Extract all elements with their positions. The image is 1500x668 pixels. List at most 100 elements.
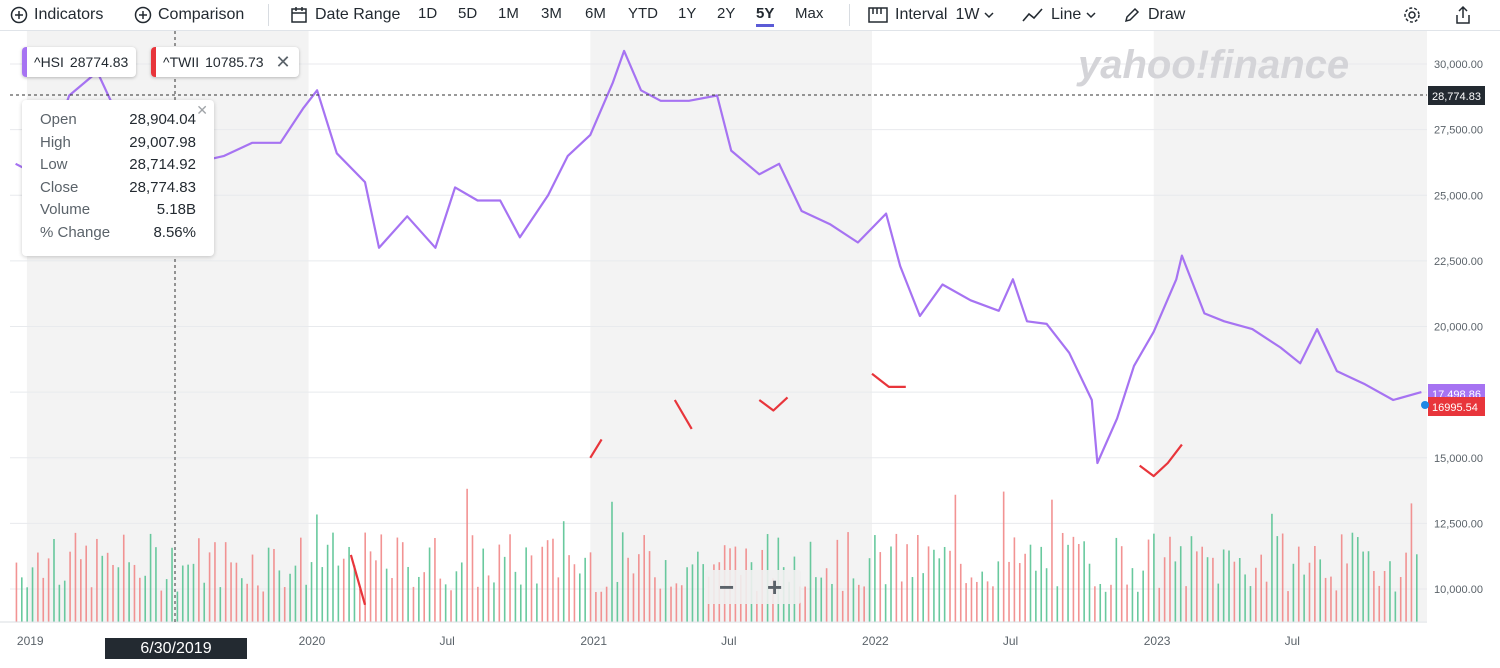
volume-bar — [321, 567, 324, 622]
volume-bar — [1110, 584, 1112, 622]
range-1y[interactable]: 1Y — [678, 5, 697, 22]
volume-bar — [369, 551, 372, 622]
volume-bar — [1056, 586, 1059, 622]
volume-bar — [144, 575, 147, 622]
y-tick-label: 20,000.00 — [1434, 322, 1483, 334]
volume-bar — [74, 532, 77, 622]
range-5d[interactable]: 5D — [458, 5, 478, 22]
share-button[interactable] — [1453, 5, 1473, 25]
volume-bar — [1051, 499, 1053, 622]
draw-button[interactable]: Draw — [1123, 5, 1185, 25]
volume-bar — [332, 532, 334, 622]
volume-bar — [1024, 553, 1026, 622]
tooltip-row-low: Low 28,714.92 — [40, 156, 196, 178]
volume-bar — [1008, 561, 1010, 622]
volume-bar — [557, 577, 560, 622]
volume-bar — [240, 578, 243, 622]
close-icon[interactable]: ✕ — [196, 102, 208, 118]
volume-bar — [514, 571, 517, 622]
volume-bar — [1126, 584, 1128, 622]
volume-bar — [160, 590, 163, 622]
volume-bar — [616, 581, 619, 622]
volume-bar — [1196, 551, 1198, 622]
volume-bar — [1416, 554, 1418, 622]
comparison-button[interactable]: Comparison — [134, 5, 244, 25]
zoom-in-button[interactable]: + — [767, 572, 783, 602]
volume-bar — [96, 538, 98, 622]
range-ytd[interactable]: YTD — [628, 5, 658, 22]
chart-type-button[interactable]: Line — [1022, 5, 1097, 25]
volume-bar — [804, 586, 806, 622]
x-tick-label: Jul — [1003, 634, 1018, 648]
volume-bar — [552, 538, 554, 622]
volume-bar — [214, 542, 216, 622]
indicators-button[interactable]: Indicators — [10, 5, 103, 25]
volume-bar — [348, 546, 350, 622]
plus-circle-icon — [10, 6, 28, 24]
volume-bar — [482, 548, 485, 622]
volume-bar — [600, 591, 603, 622]
volume-bar — [353, 565, 356, 622]
volume-bar — [1340, 534, 1343, 622]
range-5y[interactable]: 5Y — [756, 5, 775, 27]
volume-bar — [176, 591, 179, 622]
volume-bar — [654, 577, 656, 622]
range-2y[interactable]: 2Y — [717, 5, 736, 22]
volume-bar — [1153, 533, 1155, 622]
volume-bar — [1067, 544, 1069, 622]
volume-bar — [841, 590, 844, 622]
volume-bar — [1174, 561, 1177, 622]
volume-bar — [852, 578, 855, 622]
volume-bar — [536, 583, 538, 622]
volume-bar — [1190, 536, 1193, 622]
range-6m[interactable]: 6M — [585, 5, 606, 22]
volume-bar — [337, 565, 340, 622]
chart-area[interactable]: 30,000.00 27,500.00 25,000.00 22,500.00 20,0… — [0, 31, 1500, 663]
volume-bar — [664, 560, 667, 622]
volume-bar — [305, 584, 307, 622]
range-3m[interactable]: 3M — [541, 5, 562, 22]
volume-bar — [1206, 557, 1209, 622]
volume-bar — [208, 552, 211, 622]
volume-bar — [584, 557, 586, 622]
volume-bar — [418, 576, 420, 622]
volume-bar — [858, 584, 860, 622]
volume-bar — [42, 577, 45, 622]
close-icon[interactable]: ✕ — [275, 51, 291, 72]
volume-bar — [1083, 541, 1085, 622]
series-chip-hsi[interactable]: ^HSI 28774.83 — [22, 47, 137, 77]
volume-bar — [648, 551, 651, 622]
settings-button[interactable] — [1402, 5, 1422, 25]
volume-bar — [434, 537, 436, 622]
price-chart[interactable]: 30,000.00 27,500.00 25,000.00 22,500.00 20,0… — [0, 31, 1500, 663]
volume-bar — [31, 567, 34, 622]
series-chip-twii[interactable]: ^TWII 10785.73 ✕ — [151, 47, 299, 77]
volume-bar — [289, 573, 291, 622]
volume-bar — [1287, 591, 1289, 622]
volume-bar — [981, 571, 984, 622]
zoom-out-button[interactable]: − — [719, 572, 735, 602]
volume-bar — [1260, 554, 1263, 622]
volume-bar — [675, 583, 678, 622]
volume-bar — [380, 534, 383, 622]
volume-bar — [1142, 570, 1144, 622]
tooltip-label: % Change — [40, 224, 111, 241]
chevron-down-icon — [1086, 12, 1096, 19]
volume-bar — [133, 564, 136, 622]
volume-bar — [155, 547, 157, 622]
volume-bar — [342, 558, 345, 622]
volume-bar — [117, 567, 120, 622]
volume-bar — [627, 557, 629, 622]
range-1m[interactable]: 1M — [498, 5, 519, 22]
volume-bar — [525, 547, 527, 622]
volume-bar — [1179, 546, 1182, 622]
volume-bar — [450, 590, 452, 622]
volume-bar — [15, 562, 18, 622]
volume-bar — [359, 588, 361, 622]
volume-bar — [1330, 576, 1332, 622]
volume-bar — [970, 577, 973, 622]
range-1d[interactable]: 1D — [418, 5, 438, 22]
date-range-button[interactable]: Date Range — [290, 5, 400, 25]
range-max[interactable]: Max — [795, 5, 824, 22]
interval-button[interactable]: Interval 1W — [868, 5, 995, 25]
